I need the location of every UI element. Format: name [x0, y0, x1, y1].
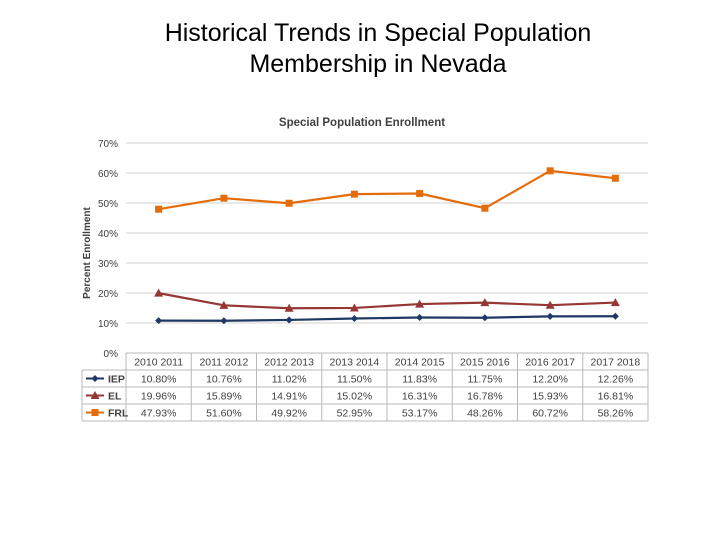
data-point-iep — [91, 375, 99, 382]
data-point-frl — [416, 189, 424, 197]
table-value-el: 15.02% — [337, 391, 373, 403]
table-value-iep: 10.80% — [141, 374, 177, 386]
data-point-iep — [220, 317, 228, 325]
table-value-el: 16.78% — [467, 391, 503, 403]
chart-title: Special Population Enrollment — [279, 117, 445, 129]
x-category-label: 2010 2011 — [134, 357, 183, 369]
data-point-frl — [155, 205, 163, 213]
data-point-frl — [350, 190, 358, 198]
table-value-iep: 12.26% — [598, 374, 634, 386]
data-point-el — [90, 391, 100, 399]
y-tick-label: 10% — [98, 319, 118, 330]
table-value-iep: 11.50% — [337, 374, 372, 386]
x-category-label: 2012 2013 — [264, 357, 314, 369]
y-tick-label: 30% — [98, 259, 118, 270]
data-point-el — [349, 303, 359, 312]
series-line-frl — [158, 169, 616, 211]
x-category-label: 2011 2012 — [199, 357, 248, 369]
y-tick-label: 40% — [98, 229, 118, 240]
data-point-el — [284, 303, 294, 312]
data-point-iep — [155, 317, 163, 325]
data-point-el — [415, 299, 425, 308]
table-value-frl: 60.72% — [532, 408, 568, 420]
data-point-el — [154, 288, 164, 297]
legend-label-iep: IEP — [108, 374, 125, 386]
x-category-label: 2015 2016 — [460, 357, 510, 369]
data-point-frl — [481, 204, 489, 212]
table-value-frl: 52.95% — [337, 408, 373, 420]
data-point-frl — [220, 194, 228, 202]
data-point-iep — [416, 314, 424, 322]
data-point-iep — [481, 314, 489, 322]
data-point-frl — [285, 199, 293, 207]
data-point-iep — [285, 316, 293, 324]
table-value-iep: 10.76% — [206, 374, 242, 386]
data-point-frl — [546, 167, 554, 175]
table-value-el: 16.31% — [402, 391, 438, 403]
series-line-iep — [158, 315, 616, 322]
table-value-frl: 58.26% — [598, 408, 634, 420]
table-value-frl: 48.26% — [467, 408, 503, 420]
data-point-iep — [350, 315, 358, 322]
data-point-el — [480, 298, 490, 307]
table-value-el: 16.81% — [598, 391, 634, 403]
table-value-el: 19.96% — [141, 391, 177, 403]
table-value-iep: 12.20% — [532, 374, 568, 386]
table-value-iep: 11.83% — [402, 374, 437, 386]
x-category-label: 2016 2017 — [525, 357, 575, 369]
table-value-frl: 51.60% — [206, 408, 242, 420]
data-point-iep — [546, 312, 554, 320]
y-tick-label: 70% — [98, 139, 118, 150]
legend-label-frl: FRL — [108, 408, 129, 420]
table-value-frl: 47.93% — [141, 408, 177, 420]
y-tick-label: 0% — [104, 349, 119, 360]
data-point-el — [545, 300, 555, 309]
y-tick-label: 20% — [98, 289, 118, 300]
data-point-frl — [611, 174, 619, 182]
table-value-iep: 11.75% — [467, 374, 502, 386]
table-value-iep: 11.02% — [272, 374, 307, 386]
x-category-label: 2013 2014 — [330, 357, 380, 369]
series-line-el — [158, 292, 616, 310]
slide-title: Historical Trends in Special Population … — [0, 18, 720, 80]
slide-title-line-1: Historical Trends in Special Population — [164, 19, 592, 47]
slide-title-line-2: Membership in Nevada — [249, 50, 507, 78]
data-point-el — [219, 300, 229, 309]
table-value-frl: 49.92% — [271, 408, 307, 420]
y-tick-label: 50% — [98, 199, 118, 210]
y-tick-label: 60% — [98, 169, 118, 180]
data-point-iep — [611, 312, 619, 320]
legend-label-el: EL — [108, 391, 122, 403]
table-value-el: 15.93% — [532, 391, 568, 403]
x-category-label: 2014 2015 — [395, 357, 445, 369]
data-point-frl — [91, 409, 99, 416]
table-value-el: 14.91% — [271, 391, 307, 403]
data-point-el — [610, 298, 620, 307]
table-value-frl: 53.17% — [402, 408, 438, 420]
table-value-el: 15.89% — [206, 391, 242, 403]
y-axis-label: Percent Enrollment — [82, 206, 93, 298]
x-category-label: 2017 2018 — [591, 357, 641, 369]
